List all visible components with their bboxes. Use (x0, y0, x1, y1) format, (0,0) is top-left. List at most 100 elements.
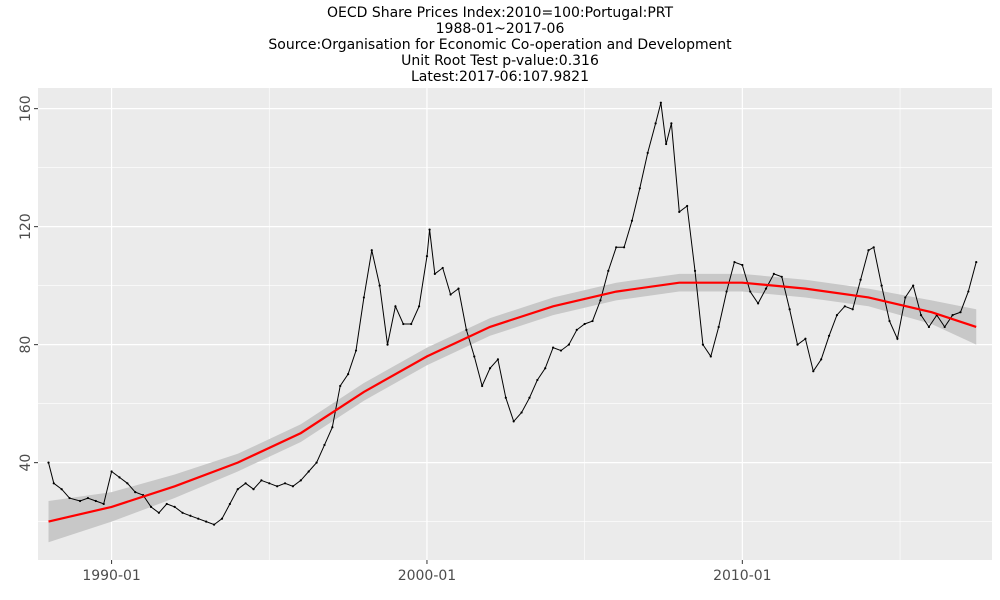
series-point (118, 476, 121, 479)
series-point (465, 328, 468, 331)
y-tick-label: 80 (18, 336, 34, 354)
series-point (260, 479, 263, 482)
chart-title-block: OECD Share Prices Index:2010=100:Portuga… (0, 5, 1000, 85)
series-point (567, 343, 570, 346)
series-point (354, 349, 358, 352)
minor-gridlines (38, 88, 992, 560)
series-point (851, 308, 854, 311)
series-point (370, 249, 373, 252)
chart-latest: Latest:2017-06:107.9821 (411, 69, 589, 85)
series-point (583, 322, 586, 326)
series-point (362, 296, 365, 299)
series-point (173, 505, 176, 508)
series-point (528, 396, 531, 399)
series-point (575, 328, 578, 331)
series-point (622, 246, 626, 249)
series-point (149, 505, 153, 508)
series-point (646, 151, 649, 154)
series-point (228, 502, 231, 506)
series-point (701, 343, 705, 346)
series-point (110, 470, 113, 473)
x-tick-label: 2010-01 (713, 568, 772, 584)
series-point (512, 420, 515, 423)
axis-labels: 40 80 120 160 1990-01 2000-01 2010-01 (18, 95, 772, 584)
series-point (276, 485, 279, 488)
series-point (52, 482, 55, 485)
series-point (896, 337, 899, 340)
series-point (607, 269, 610, 272)
series-point (733, 260, 736, 264)
series-point (134, 491, 137, 494)
series-point (386, 343, 389, 346)
series-point (433, 272, 436, 275)
series-point (659, 101, 662, 104)
series-point (820, 358, 823, 361)
series-point (741, 263, 744, 267)
series-point (428, 228, 431, 231)
series-point (520, 411, 523, 414)
series-point (86, 496, 90, 500)
series-point (197, 517, 200, 520)
series-point (417, 305, 421, 308)
series-point (559, 349, 563, 352)
series-points (47, 101, 978, 526)
series-point (686, 204, 689, 208)
y-tick-label: 160 (18, 95, 34, 122)
chart-unit-root: Unit Root Test p-value:0.316 (401, 53, 599, 69)
series-point (481, 384, 484, 388)
series-point (843, 305, 846, 308)
series-point (867, 249, 870, 252)
series-point (904, 296, 907, 299)
series-point (323, 443, 326, 447)
series-point (291, 485, 295, 488)
series-point (859, 278, 862, 281)
series-point (268, 482, 271, 485)
series-point (880, 284, 883, 287)
series-point (544, 367, 547, 370)
series-point (78, 499, 82, 503)
series-point (157, 511, 160, 514)
series-point (339, 384, 342, 388)
y-tick-label: 120 (18, 213, 34, 240)
series-point (504, 396, 507, 399)
series-point (94, 499, 97, 503)
series-point (725, 290, 728, 293)
series-point (749, 290, 752, 293)
series-point (772, 272, 775, 275)
series-point (189, 514, 192, 517)
series-point (959, 311, 962, 314)
series-point (457, 287, 460, 290)
series-point (165, 502, 168, 506)
series-point (665, 142, 668, 146)
series-point (919, 314, 923, 317)
series-point (220, 517, 224, 520)
axis-ticks (34, 108, 743, 564)
series-point (670, 122, 673, 125)
series-point (473, 355, 476, 358)
series-point (315, 461, 318, 464)
series-point (212, 523, 216, 526)
series-point (654, 122, 657, 125)
series-point (927, 325, 931, 329)
series-point (410, 322, 413, 326)
series-point (764, 287, 768, 290)
series-point (872, 246, 875, 249)
series-point (678, 210, 681, 213)
series-point (236, 488, 239, 491)
series-point (717, 325, 720, 329)
major-gridlines (38, 88, 992, 560)
series-point (307, 470, 310, 473)
x-tick-label: 2000-01 (398, 568, 457, 584)
series-point (943, 325, 946, 329)
series-point (181, 511, 184, 514)
series-point (60, 488, 63, 491)
series-point (827, 334, 831, 337)
series-point (244, 482, 247, 485)
series-point (788, 308, 791, 311)
series-point (283, 482, 287, 485)
series-point (425, 255, 429, 258)
series-point (804, 337, 807, 340)
series-point (441, 266, 444, 270)
series-point (205, 520, 208, 523)
